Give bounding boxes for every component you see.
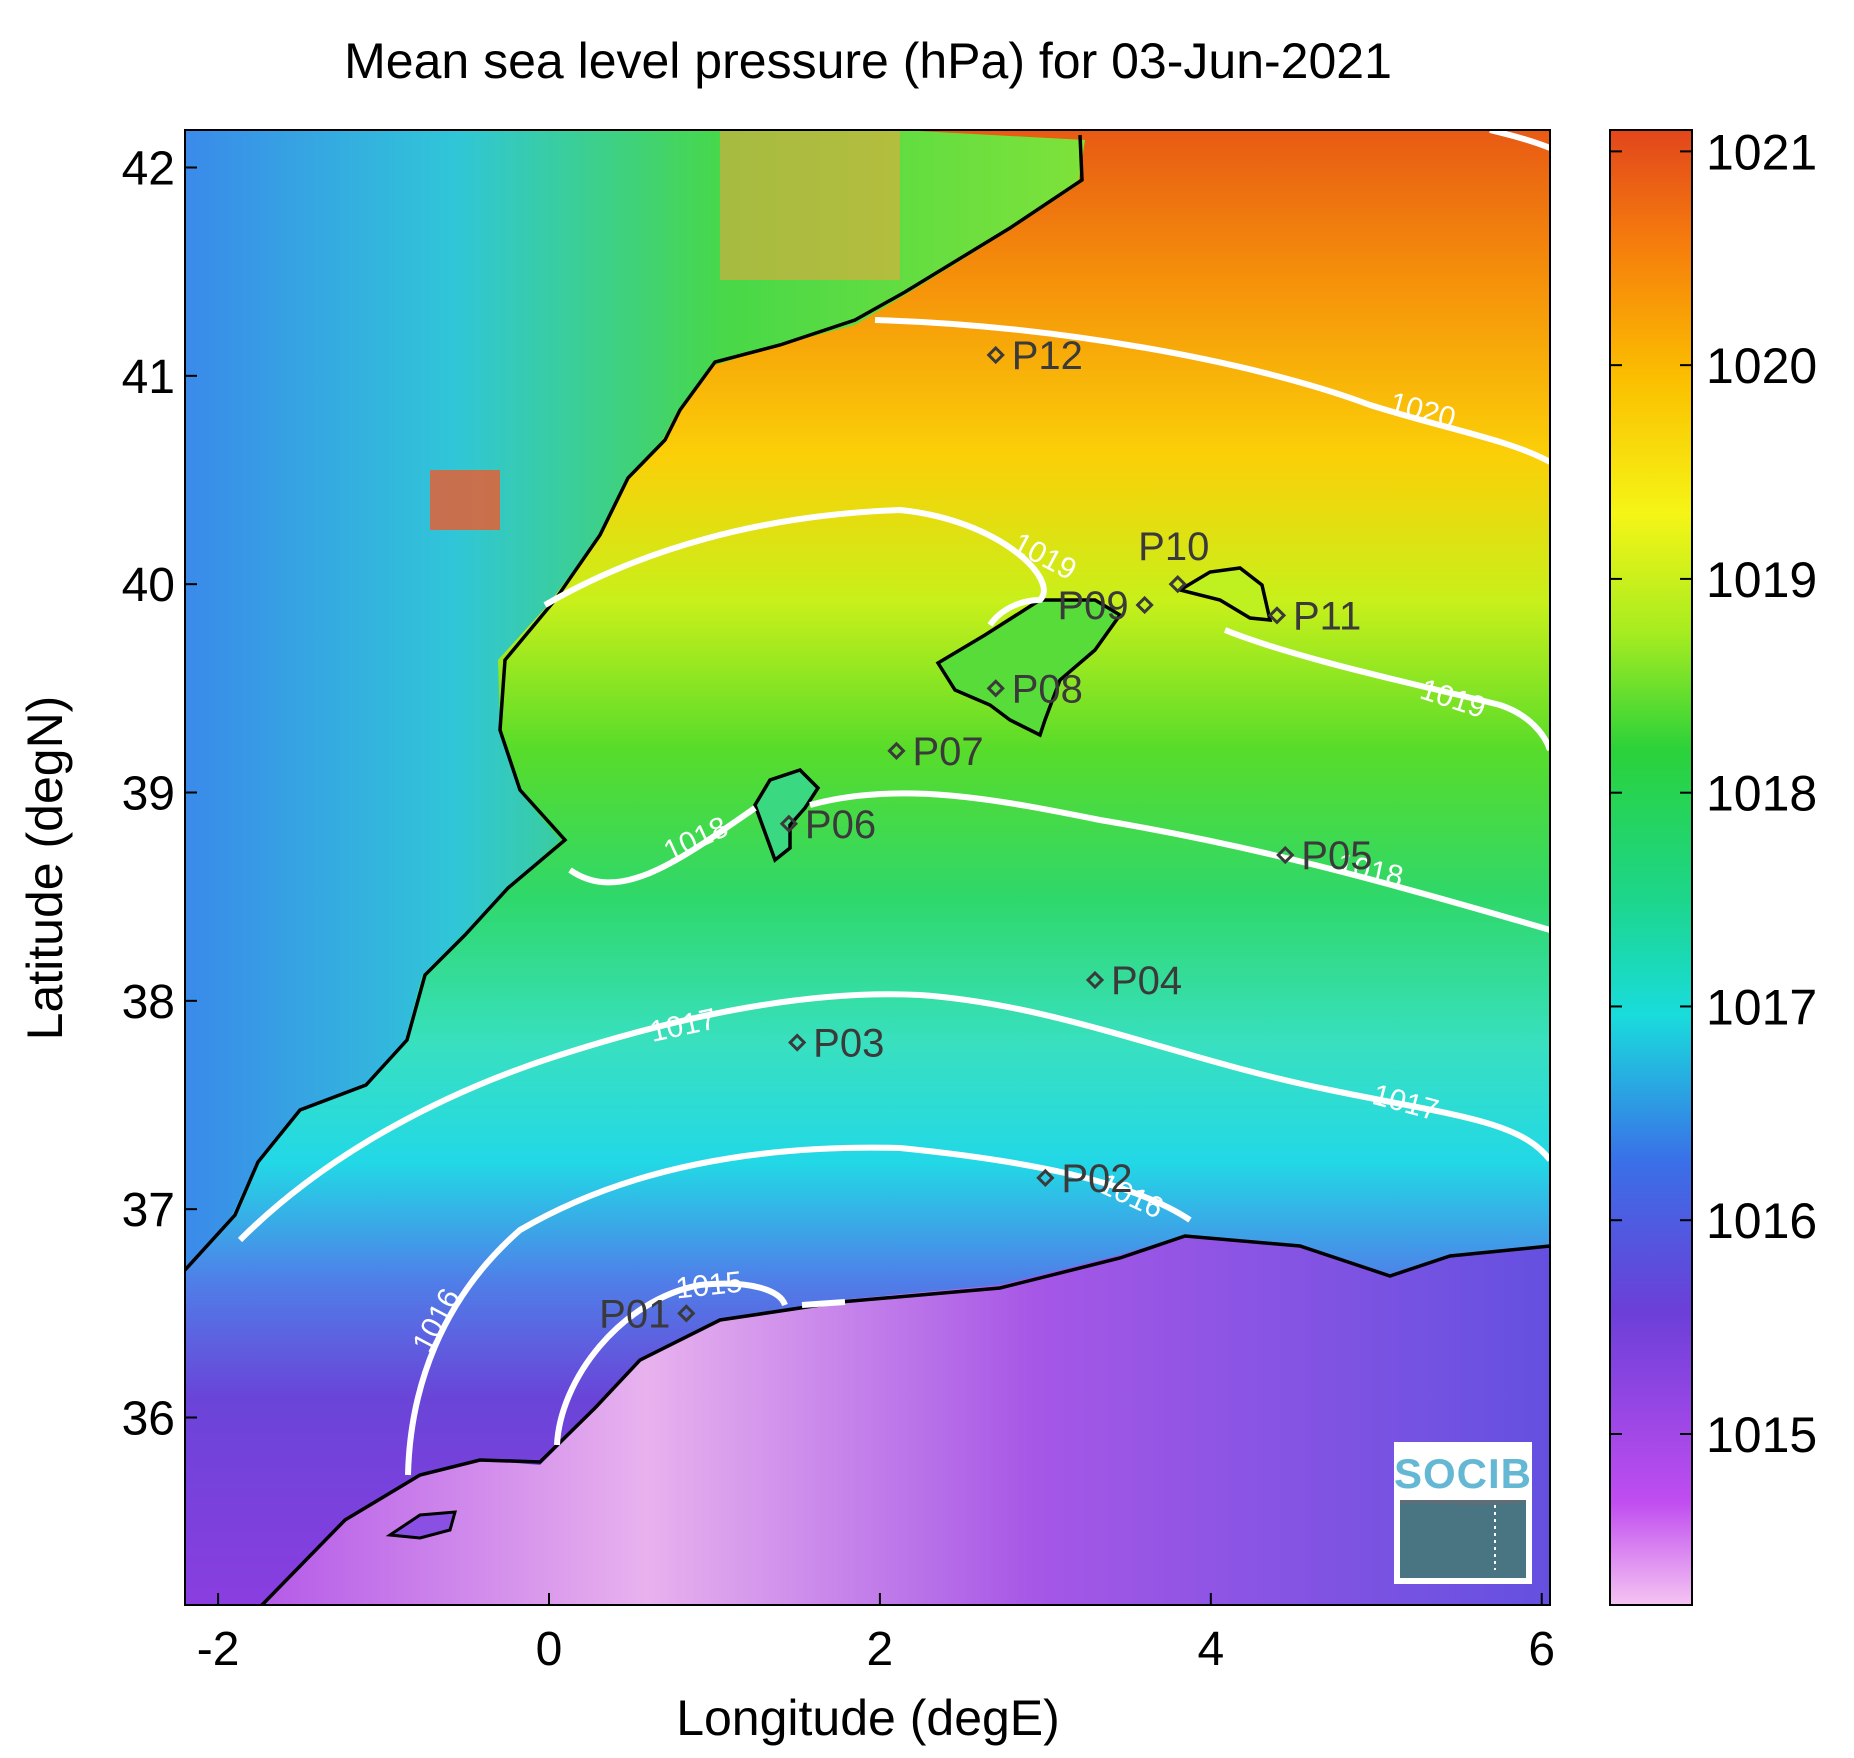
colorbar-gradient bbox=[1609, 129, 1693, 1606]
colorbar-ticks: 1015 1016 1017 1018 1019 1020 1021 bbox=[1610, 124, 1817, 1463]
station-label: P02 bbox=[1061, 1157, 1132, 1201]
station-marker-icon bbox=[1276, 845, 1295, 865]
x-tick-label: 2 bbox=[867, 1623, 894, 1676]
y-tick-label: 41 bbox=[122, 351, 175, 404]
plot-area: 1020 1019 1019 1018 1018 1017 1017 1016 … bbox=[185, 130, 1550, 1605]
pressure-field-africa bbox=[260, 1235, 1550, 1605]
coastline-iberia bbox=[185, 134, 1084, 1272]
station-p03: P03 bbox=[788, 1022, 884, 1066]
station-p07: P07 bbox=[887, 730, 984, 774]
coastline-africa bbox=[260, 1234, 1550, 1605]
colorbar-tick-label: 1017 bbox=[1706, 979, 1817, 1035]
station-marker-icon bbox=[1168, 575, 1187, 594]
station-label: P01 bbox=[599, 1292, 670, 1336]
station-label: P04 bbox=[1111, 959, 1182, 1003]
colorbar-tick-label: 1018 bbox=[1706, 766, 1817, 822]
hot-spot-north-iberia bbox=[720, 130, 900, 280]
station-marker-icon bbox=[1085, 970, 1105, 990]
socib-logo: SOCIB bbox=[1394, 1442, 1532, 1584]
y-axis-label: Latitude (degN) bbox=[17, 696, 73, 1041]
colorbar: 1015 1016 1017 1018 1019 1020 1021 bbox=[1609, 124, 1817, 1606]
station-p10: P10 bbox=[1138, 525, 1209, 594]
colorbar-tick-label: 1021 bbox=[1706, 124, 1817, 180]
station-p09: P09 bbox=[1057, 584, 1154, 628]
y-tick-label: 38 bbox=[122, 976, 175, 1029]
station-marker-icon bbox=[1135, 595, 1154, 615]
socib-logo-text: SOCIB bbox=[1394, 1450, 1532, 1497]
coastline-alboran bbox=[385, 1510, 458, 1540]
station-marker-icon bbox=[788, 1033, 807, 1052]
y-tick-label: 40 bbox=[122, 559, 175, 612]
station-label: P03 bbox=[813, 1022, 884, 1066]
station-marker-icon bbox=[1267, 606, 1287, 625]
station-label: P06 bbox=[805, 803, 876, 847]
x-tick-label: 4 bbox=[1197, 1623, 1224, 1676]
colorbar-tick-label: 1015 bbox=[1706, 1407, 1817, 1463]
station-marker-icon bbox=[677, 1304, 696, 1323]
station-label: P08 bbox=[1012, 667, 1083, 711]
station-p01: P01 bbox=[599, 1292, 696, 1336]
station-marker-icon bbox=[986, 345, 1005, 365]
station-label: P11 bbox=[1293, 594, 1361, 638]
plot-frame bbox=[184, 129, 1551, 1606]
station-p04: P04 bbox=[1085, 959, 1182, 1003]
coastline-menorca bbox=[1175, 566, 1273, 622]
station-p05: P05 bbox=[1276, 834, 1372, 878]
station-p08: P08 bbox=[986, 667, 1083, 711]
station-label: P07 bbox=[912, 730, 983, 774]
y-tick-label: 37 bbox=[122, 1184, 175, 1237]
colorbar-tick-label: 1020 bbox=[1706, 338, 1817, 394]
station-marker-icon bbox=[1036, 1168, 1055, 1188]
y-tick-label: 39 bbox=[122, 768, 175, 821]
x-axis-label: Longitude (degE) bbox=[676, 1690, 1060, 1746]
pressure-field-iberia bbox=[185, 130, 1085, 1270]
x-tick-label: -2 bbox=[197, 1623, 240, 1676]
y-axis: 36 37 38 39 40 41 42 bbox=[122, 143, 197, 1446]
station-p12: P12 bbox=[986, 334, 1083, 378]
x-tick-label: 6 bbox=[1528, 1623, 1555, 1676]
colorbar-tick-label: 1019 bbox=[1706, 552, 1817, 608]
station-marker-icon bbox=[779, 814, 799, 833]
chart-title: Mean sea level pressure (hPa) for 03-Jun… bbox=[344, 33, 1392, 89]
x-axis: -2 0 2 4 6 bbox=[197, 1593, 1555, 1676]
station-p11: P11 bbox=[1267, 594, 1361, 638]
station-p06: P06 bbox=[779, 803, 876, 847]
station-label: P10 bbox=[1138, 525, 1209, 569]
coastline-ibiza bbox=[753, 767, 821, 863]
station-label: P09 bbox=[1057, 584, 1128, 628]
station-marker-icon bbox=[986, 679, 1005, 698]
y-tick-label: 36 bbox=[122, 1393, 175, 1446]
station-marker-icon bbox=[887, 741, 906, 760]
hot-spot-inland bbox=[430, 470, 500, 530]
station-p02: P02 bbox=[1036, 1157, 1133, 1201]
station-label: P12 bbox=[1012, 334, 1083, 378]
isobar-1015: 1015 bbox=[554, 1266, 846, 1446]
station-label: P05 bbox=[1301, 834, 1372, 878]
y-tick-label: 42 bbox=[122, 143, 175, 196]
x-tick-label: 0 bbox=[536, 1623, 563, 1676]
colorbar-tick-label: 1016 bbox=[1706, 1193, 1817, 1249]
contour-label-1015: 1015 bbox=[674, 1266, 744, 1306]
